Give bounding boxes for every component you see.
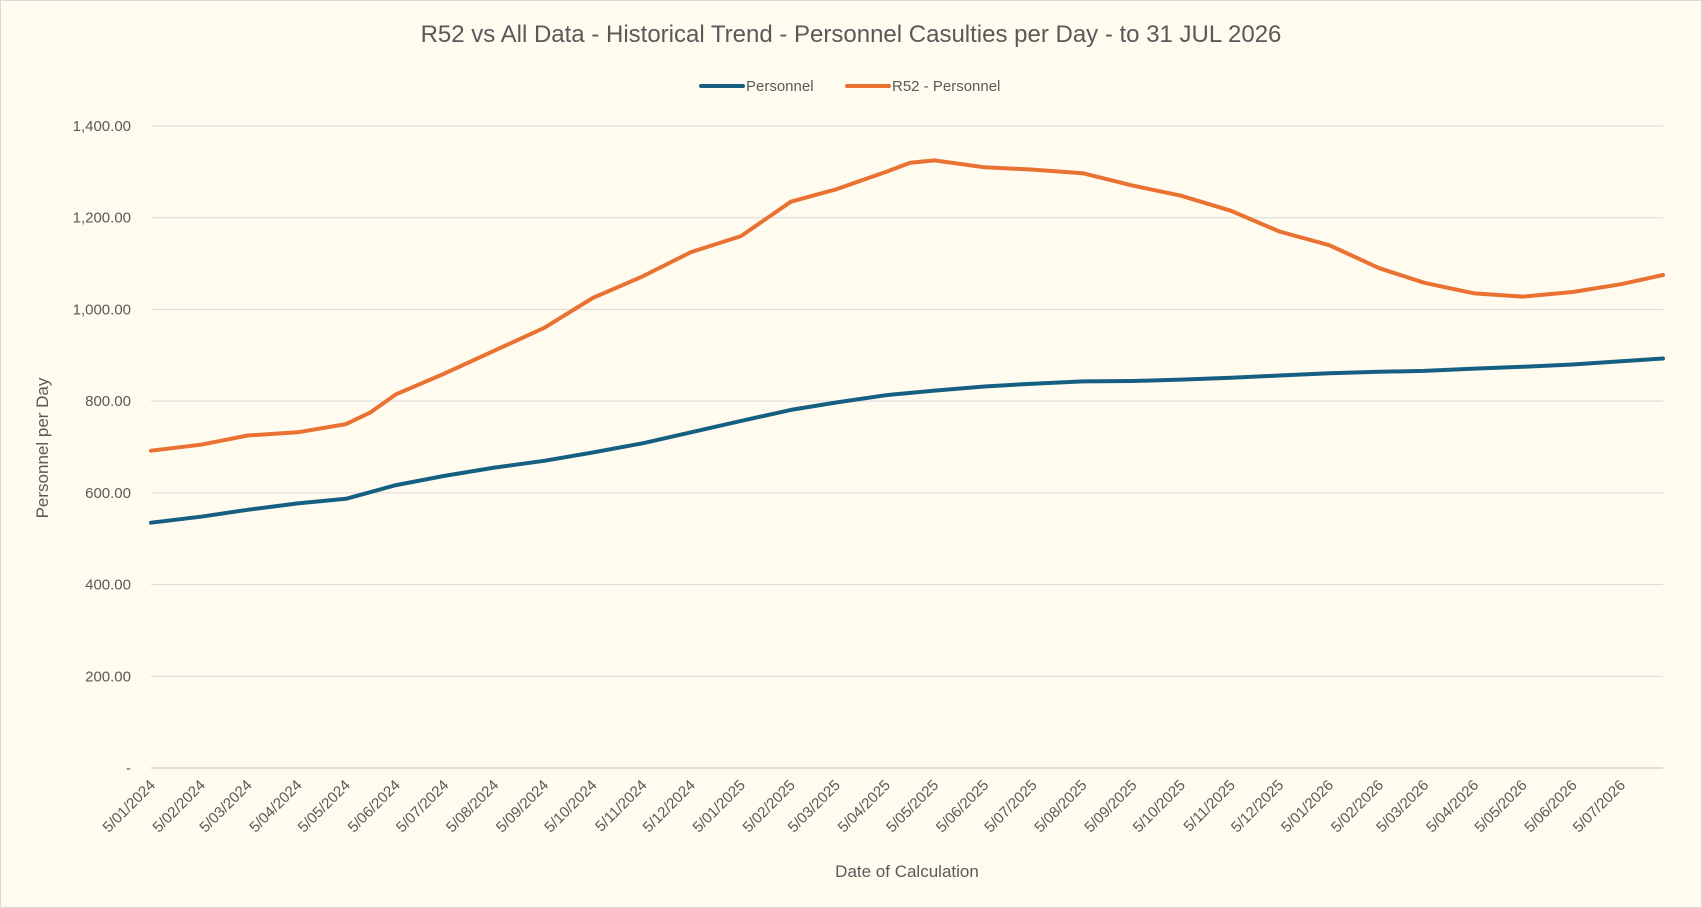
legend: Personnel R52 - Personnel [699, 78, 1000, 95]
x-tick-label: 5/05/2026 [1471, 777, 1530, 836]
series-line-personnel [149, 356, 1665, 525]
y-tick-label: 1,200.00 [73, 210, 131, 227]
gridlines [151, 125, 1663, 769]
chart-title: R52 vs All Data - Historical Trend - Per… [421, 21, 1282, 48]
y-axis-ticks: - 200.00 400.00 600.00 800.00 1,000.00 1,200.0… [73, 118, 131, 777]
y-tick-label: 200.00 [85, 668, 131, 685]
x-tick-label: 5/07/2026 [1570, 777, 1629, 836]
y-tick-label: 1,400.00 [73, 118, 131, 135]
x-tick-label: 5/10/2025 [1130, 777, 1189, 836]
legend-label-personnel: Personnel [746, 78, 814, 95]
y-tick-label: 400.00 [85, 577, 131, 594]
y-tick-label: 600.00 [85, 485, 131, 502]
x-tick-label: 5/12/2025 [1228, 777, 1287, 836]
y-tick-label: 800.00 [85, 393, 131, 410]
x-tick-label: 5/07/2025 [981, 777, 1040, 836]
x-tick-label: 5/01/2025 [690, 777, 749, 836]
x-axis-title: Date of Calculation [835, 862, 979, 881]
x-tick-label: 5/10/2024 [541, 777, 600, 836]
y-tick-label: 1,000.00 [73, 301, 131, 318]
x-tick-label: 5/01/2024 [100, 777, 159, 836]
x-tick-label: 5/07/2024 [393, 777, 452, 836]
x-tick-label: 5/08/2025 [1031, 777, 1090, 836]
x-tick-label: 5/05/2024 [295, 777, 354, 836]
series-line-r52-personnel [149, 158, 1665, 453]
x-axis-ticks: 5/01/20245/02/20245/03/20245/04/20245/05… [100, 777, 1629, 836]
y-tick-label: - [126, 760, 131, 777]
x-tick-label: 5/05/2025 [883, 777, 942, 836]
x-tick-label: 5/08/2024 [443, 777, 502, 836]
x-tick-label: 5/01/2026 [1278, 777, 1337, 836]
legend-label-r52-personnel: R52 - Personnel [892, 78, 1000, 95]
series-lines [149, 158, 1665, 525]
y-axis-title: Personnel per Day [33, 377, 52, 518]
x-tick-label: 5/12/2024 [640, 777, 699, 836]
